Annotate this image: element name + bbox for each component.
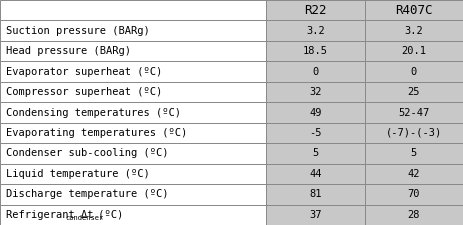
Text: Compressor superheat (ºC): Compressor superheat (ºC) bbox=[6, 87, 162, 97]
Bar bbox=[365, 184, 463, 205]
Text: 5: 5 bbox=[411, 148, 417, 158]
Text: 44: 44 bbox=[309, 169, 322, 179]
Bar bbox=[0, 82, 266, 102]
Bar bbox=[266, 143, 365, 164]
Bar bbox=[365, 143, 463, 164]
Bar bbox=[365, 61, 463, 82]
Text: 70: 70 bbox=[407, 189, 420, 199]
Bar bbox=[266, 123, 365, 143]
Text: 0: 0 bbox=[313, 67, 319, 76]
Bar bbox=[0, 205, 266, 225]
Bar bbox=[0, 123, 266, 143]
Text: (ºC): (ºC) bbox=[92, 210, 123, 220]
Text: 3.2: 3.2 bbox=[405, 26, 423, 36]
Text: 25: 25 bbox=[407, 87, 420, 97]
Bar bbox=[266, 61, 365, 82]
Text: 49: 49 bbox=[309, 108, 322, 117]
Text: 32: 32 bbox=[309, 87, 322, 97]
Bar bbox=[0, 41, 266, 61]
Text: Evaporating temperatures (ºC): Evaporating temperatures (ºC) bbox=[6, 128, 187, 138]
Bar bbox=[0, 0, 266, 20]
Text: 37: 37 bbox=[309, 210, 322, 220]
Bar bbox=[266, 102, 365, 123]
Bar bbox=[266, 20, 365, 41]
Text: 0: 0 bbox=[411, 67, 417, 76]
Bar bbox=[0, 164, 266, 184]
Text: condenser: condenser bbox=[65, 216, 104, 221]
Text: 3.2: 3.2 bbox=[306, 26, 325, 36]
Bar bbox=[266, 41, 365, 61]
Text: Refrigerant Δt: Refrigerant Δt bbox=[6, 210, 93, 220]
Text: 18.5: 18.5 bbox=[303, 46, 328, 56]
Bar bbox=[0, 61, 266, 82]
Bar bbox=[365, 102, 463, 123]
Bar bbox=[365, 82, 463, 102]
Text: 52-47: 52-47 bbox=[398, 108, 429, 117]
Text: Head pressure (BARg): Head pressure (BARg) bbox=[6, 46, 131, 56]
Text: Liquid temperature (ºC): Liquid temperature (ºC) bbox=[6, 169, 149, 179]
Text: Evaporator superheat (ºC): Evaporator superheat (ºC) bbox=[6, 67, 162, 76]
Text: 81: 81 bbox=[309, 189, 322, 199]
Bar bbox=[266, 82, 365, 102]
Bar bbox=[266, 205, 365, 225]
Bar bbox=[365, 164, 463, 184]
Text: R22: R22 bbox=[304, 4, 327, 17]
Text: Discharge temperature (ºC): Discharge temperature (ºC) bbox=[6, 189, 168, 199]
Text: Condenser sub-cooling (ºC): Condenser sub-cooling (ºC) bbox=[6, 148, 168, 158]
Text: -5: -5 bbox=[309, 128, 322, 138]
Bar bbox=[266, 0, 365, 20]
Bar bbox=[266, 164, 365, 184]
Bar bbox=[365, 123, 463, 143]
Bar bbox=[0, 143, 266, 164]
Text: R407C: R407C bbox=[395, 4, 432, 17]
Bar bbox=[0, 102, 266, 123]
Text: 42: 42 bbox=[407, 169, 420, 179]
Text: 5: 5 bbox=[313, 148, 319, 158]
Bar bbox=[365, 41, 463, 61]
Text: Suction pressure (BARg): Suction pressure (BARg) bbox=[6, 26, 149, 36]
Bar bbox=[266, 184, 365, 205]
Bar bbox=[365, 205, 463, 225]
Text: 20.1: 20.1 bbox=[401, 46, 426, 56]
Bar bbox=[0, 184, 266, 205]
Text: (-7)-(-3): (-7)-(-3) bbox=[386, 128, 442, 138]
Bar bbox=[365, 0, 463, 20]
Bar bbox=[0, 20, 266, 41]
Text: Condensing temperatures (ºC): Condensing temperatures (ºC) bbox=[6, 108, 181, 117]
Bar bbox=[365, 20, 463, 41]
Text: 28: 28 bbox=[407, 210, 420, 220]
